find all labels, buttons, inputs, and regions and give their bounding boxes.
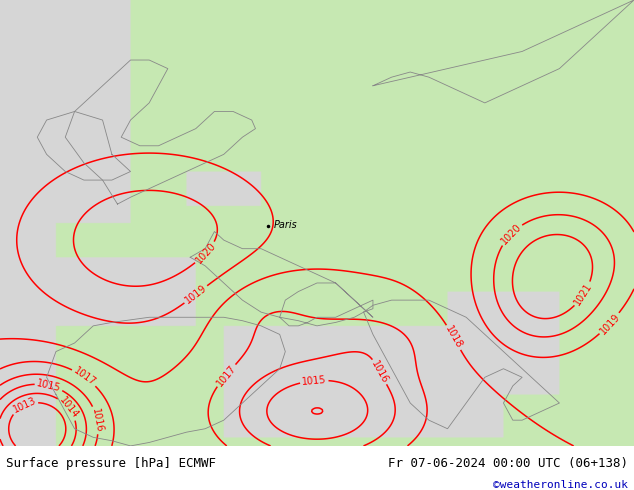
Text: 1015: 1015 [36, 378, 62, 393]
Text: 1017: 1017 [214, 363, 238, 388]
Text: 1016: 1016 [90, 407, 105, 433]
Text: 1015: 1015 [302, 375, 327, 387]
Text: 1018: 1018 [443, 324, 464, 350]
Text: 1019: 1019 [598, 311, 622, 336]
Text: 1019: 1019 [183, 283, 209, 306]
Text: Paris: Paris [274, 220, 298, 230]
Text: Surface pressure [hPa] ECMWF: Surface pressure [hPa] ECMWF [6, 457, 216, 469]
Text: 1014: 1014 [57, 395, 80, 421]
Text: 1020: 1020 [499, 222, 523, 246]
Text: 1013: 1013 [11, 396, 37, 416]
Text: 1017: 1017 [72, 366, 98, 388]
Text: ©weatheronline.co.uk: ©weatheronline.co.uk [493, 480, 628, 490]
Text: 1020: 1020 [194, 241, 217, 266]
Text: Fr 07-06-2024 00:00 UTC (06+138): Fr 07-06-2024 00:00 UTC (06+138) [387, 457, 628, 469]
Text: 1021: 1021 [573, 281, 595, 307]
Text: 1016: 1016 [369, 359, 390, 385]
